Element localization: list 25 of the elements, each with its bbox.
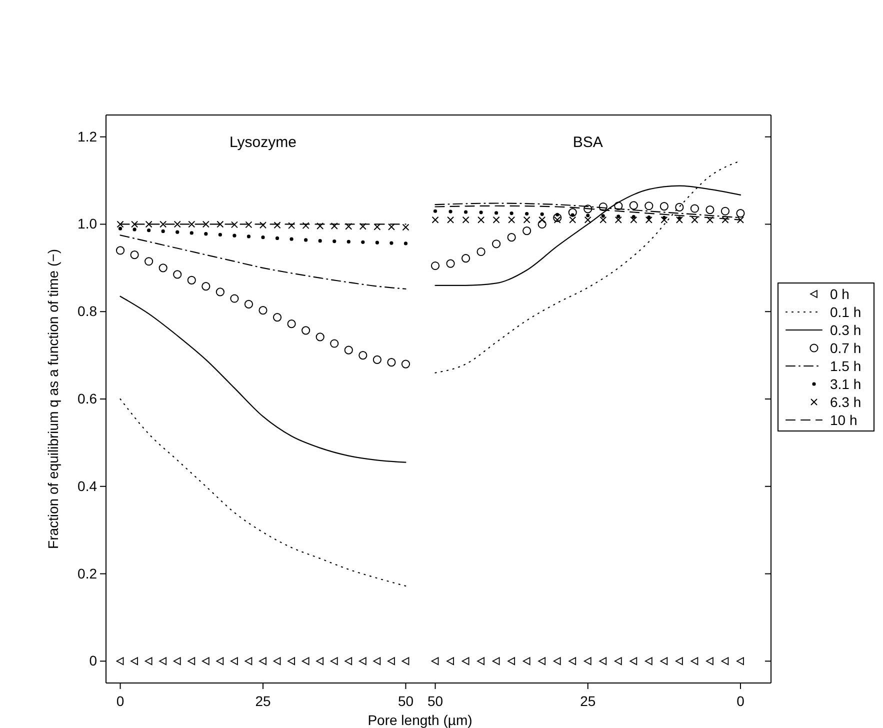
y-axis-title: Fraction of equilibrium q as a function of time (−): [45, 249, 61, 549]
x-tick-label: 25: [580, 693, 596, 709]
y-tick-label: 0.4: [78, 478, 98, 494]
legend-label: 10 h: [830, 412, 858, 428]
x-tick-label: 25: [255, 693, 271, 709]
y-tick-label: 0.8: [78, 303, 98, 320]
x-tick-label: 0: [116, 693, 124, 709]
legend-label: 6.3 h: [830, 394, 862, 410]
x-tick-label: 0: [736, 693, 745, 709]
legend-label: 0 h: [830, 286, 850, 302]
y-tick-label: 1.0: [78, 216, 98, 232]
text: Lysozyme: [230, 134, 296, 151]
legend-label: 0.1 h: [830, 304, 862, 320]
y-tick-label: 0.6: [78, 390, 98, 406]
x-tick-label: 50: [427, 693, 444, 709]
text: BSA: [572, 134, 603, 151]
x-tick-label: 50: [398, 693, 414, 709]
x-axis-title: Pore length (µm): [368, 712, 472, 728]
legend-label: 0.3 h: [830, 322, 862, 338]
y-tick-label: 0: [89, 652, 98, 669]
y-tick-label: 1.2: [78, 128, 98, 144]
legend-label: 0.7 h: [830, 340, 862, 356]
y-tick-label: 0.2: [78, 565, 98, 582]
legend-label: 1.5 h: [830, 358, 862, 374]
legend-label: 3.1 h: [830, 376, 862, 392]
